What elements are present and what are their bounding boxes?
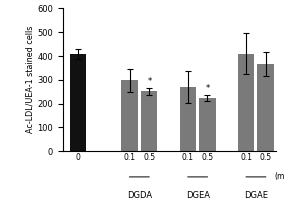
Bar: [238, 54, 255, 151]
Text: (mM): (mM): [274, 172, 285, 181]
Bar: [199, 98, 215, 151]
Text: *: *: [147, 77, 152, 86]
Text: DGAE: DGAE: [244, 191, 268, 200]
Bar: [121, 80, 138, 151]
Bar: [70, 54, 86, 151]
Y-axis label: Ac-LDL/UEA-1 stained cells: Ac-LDL/UEA-1 stained cells: [25, 26, 34, 134]
Bar: [180, 87, 196, 151]
Bar: [141, 91, 157, 151]
Text: DGDA: DGDA: [127, 191, 152, 200]
Text: *: *: [206, 84, 210, 93]
Text: DGEA: DGEA: [186, 191, 210, 200]
Bar: [257, 64, 274, 151]
